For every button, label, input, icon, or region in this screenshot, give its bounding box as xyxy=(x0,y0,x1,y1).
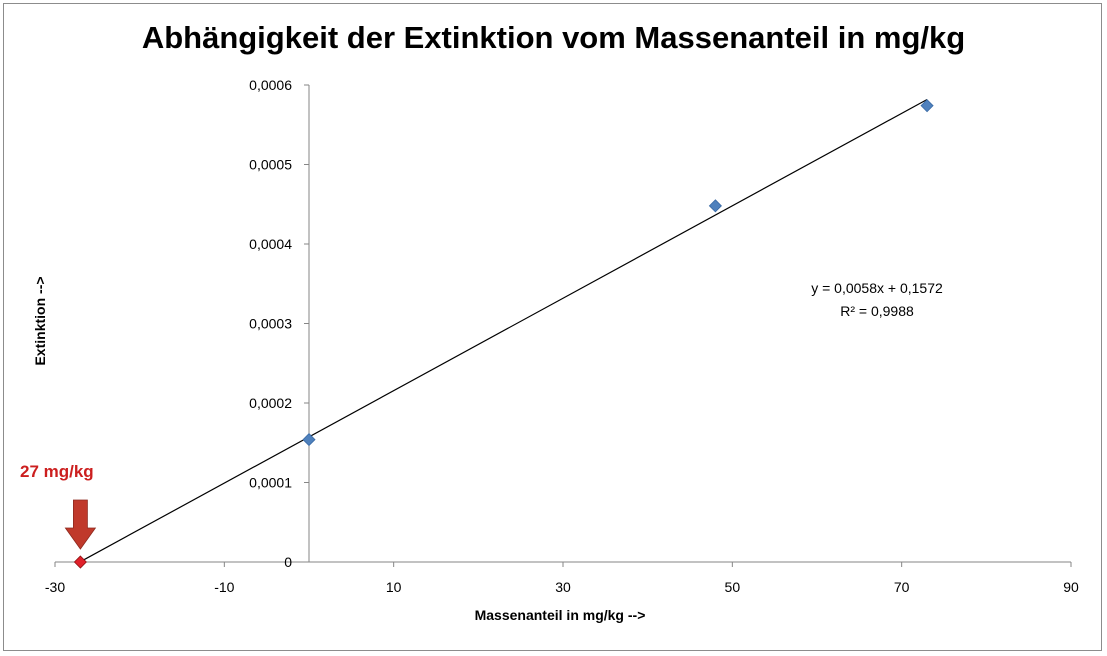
y-tick-label: 0,0006 xyxy=(249,77,292,93)
annotation-arrow xyxy=(64,499,97,550)
chart-title: Abhängigkeit der Extinktion vom Massenan… xyxy=(141,20,966,55)
x-tick-label: 50 xyxy=(725,579,741,595)
data-point xyxy=(708,199,722,213)
y-tick-label: 0,0005 xyxy=(249,157,292,173)
x-tick-label: 30 xyxy=(555,579,571,595)
trendline xyxy=(80,98,928,563)
x-tick-label: 90 xyxy=(1063,579,1079,595)
x-tick-label: 70 xyxy=(894,579,910,595)
trendline-equation: y = 0,0058x + 0,1572 xyxy=(811,280,943,296)
data-point xyxy=(920,99,934,113)
r-squared: R² = 0,9988 xyxy=(840,303,914,319)
y-tick-label: 0,0003 xyxy=(249,316,292,332)
y-tick-label: 0 xyxy=(284,554,292,570)
y-tick-label: 0,0002 xyxy=(249,395,292,411)
annotation-label: 27 mg/kg xyxy=(20,462,94,481)
data-point xyxy=(302,433,316,447)
y-tick-label: 0,0001 xyxy=(249,475,292,491)
x-tick-label: -10 xyxy=(214,579,234,595)
trendline-equation-label: y = 0,0058x + 0,1572 R² = 0,9988 xyxy=(762,277,992,323)
x-tick-label: 10 xyxy=(386,579,402,595)
y-tick-label: 0,0004 xyxy=(249,236,292,252)
y-axis-label: Extinktion --> xyxy=(32,276,48,366)
chart-frame xyxy=(3,3,1102,651)
x-axis-label: Massenanteil in mg/kg --> xyxy=(474,607,646,623)
annotated-point xyxy=(73,555,87,569)
x-tick-label: -30 xyxy=(45,579,65,595)
